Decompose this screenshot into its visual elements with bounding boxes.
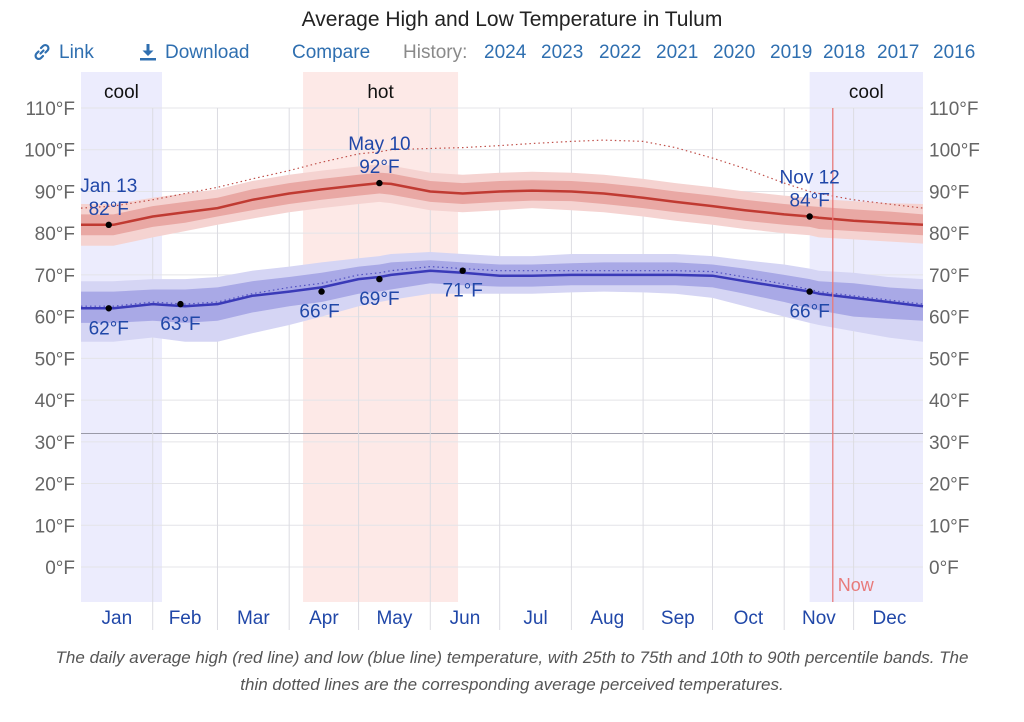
season-label: cool (849, 82, 884, 103)
x-tick-label: Aug (590, 608, 624, 629)
season-label: cool (104, 82, 139, 103)
x-tick-label: Jun (450, 608, 481, 629)
y-tick-label-left: 110°F (26, 99, 76, 120)
y-tick-label-right: 10°F (929, 516, 969, 537)
perceived-high-line (80, 139, 924, 209)
history-year-link[interactable]: 2019 (770, 42, 813, 63)
now-label: Now (838, 575, 875, 595)
annotation-label: 63°F (160, 314, 200, 335)
y-tick-label-right: 40°F (929, 391, 969, 412)
compare-link[interactable]: Compare (292, 42, 371, 63)
y-tick-label-left: 70°F (35, 266, 75, 287)
average-high-line (81, 181, 924, 227)
annotation-label: 66°F (789, 302, 829, 323)
y-tick-label-right: 70°F (929, 266, 969, 287)
y-tick-label-left: 20°F (35, 475, 75, 496)
y-tick-label-right: 50°F (929, 349, 969, 370)
high-band-25-75 (81, 172, 923, 236)
download-label: Download (165, 42, 250, 63)
y-tick-label-left: 50°F (35, 349, 75, 370)
annotation-point (318, 288, 325, 295)
x-tick-label: Apr (309, 608, 339, 629)
x-tick-label: Dec (873, 608, 907, 629)
y-tick-label-left: 80°F (35, 224, 75, 245)
link-icon (34, 43, 50, 61)
y-tick-label-right: 30°F (929, 433, 969, 454)
history-year-link[interactable]: 2023 (541, 42, 584, 63)
annotation-label: May 10 (348, 134, 410, 155)
annotation-label: 71°F (443, 281, 483, 302)
temperature-chart: cool hot cool 0°F 0°F 10°F 10°F 20°F 20°F 30°F 30°… (24, 72, 980, 630)
annotation-point (376, 275, 383, 283)
annotation-label: 66°F (299, 302, 339, 323)
annotation-label: Nov 12 (780, 167, 840, 188)
history-year-link[interactable]: 2017 (877, 42, 920, 63)
annotation-point (459, 267, 466, 274)
history-year-link[interactable]: 2021 (656, 42, 699, 63)
x-tick-label: Oct (734, 608, 764, 629)
link-label: Link (59, 42, 94, 63)
annotation-label: 92°F (359, 157, 399, 178)
annotation-point (105, 305, 112, 312)
x-tick-label: Mar (237, 608, 270, 629)
download-icon (140, 44, 156, 61)
y-tick-label-left: 0°F (45, 558, 75, 579)
x-tick-label: May (376, 608, 412, 629)
chart-caption: The daily average high (red line) and lo… (55, 648, 969, 694)
x-tick-label: Feb (169, 608, 202, 629)
x-tick-label: Jul (523, 608, 547, 629)
y-tick-label-left: 40°F (35, 391, 75, 412)
annotation-point (177, 300, 184, 308)
annotation-point (806, 213, 813, 220)
link-button[interactable]: Link (33, 42, 94, 64)
perceived-low-line (81, 266, 924, 307)
x-tick-label: Jan (102, 608, 133, 629)
annotation-label: 69°F (359, 289, 399, 310)
x-tick-label: Sep (661, 608, 695, 629)
y-tick-label-left: 90°F (35, 182, 75, 203)
y-tick-label-left: 100°F (24, 141, 75, 162)
annotation-point (105, 221, 112, 229)
history-year-link[interactable]: 2020 (713, 42, 756, 63)
x-tick-label: Nov (802, 608, 836, 629)
y-tick-label-right: 110°F (929, 99, 979, 120)
season-label: hot (367, 82, 394, 103)
y-tick-label-left: 30°F (35, 433, 75, 454)
y-tick-label-left: 10°F (35, 516, 75, 537)
history-year-link[interactable]: 2016 (933, 42, 976, 63)
download-button[interactable]: Download (139, 42, 250, 64)
average-low-line (81, 269, 924, 310)
history-year-link[interactable]: 2024 (484, 42, 527, 63)
history-label: History: (403, 42, 468, 63)
annotation-label: 84°F (789, 190, 829, 211)
annotation-point (806, 288, 813, 295)
y-tick-label-right: 80°F (929, 224, 969, 245)
annotation-label: Jan 13 (80, 176, 137, 197)
toolbar: Link Download Compare History: 2024 2023… (0, 42, 1024, 68)
y-tick-label-right: 100°F (929, 141, 980, 162)
y-tick-label-right: 20°F (929, 475, 969, 496)
annotation-label: 82°F (89, 199, 129, 220)
y-tick-label-right: 90°F (929, 182, 969, 203)
annotation-point (376, 179, 383, 187)
history-year-link[interactable]: 2018 (823, 42, 866, 63)
annotation-label: 62°F (89, 318, 129, 339)
history-year-link[interactable]: 2022 (599, 42, 642, 63)
y-tick-label-left: 60°F (35, 308, 75, 329)
chart-title: Average High and Low Temperature in Tulu… (301, 8, 723, 31)
y-tick-label-right: 60°F (929, 308, 969, 329)
y-tick-label-right: 0°F (929, 558, 959, 579)
